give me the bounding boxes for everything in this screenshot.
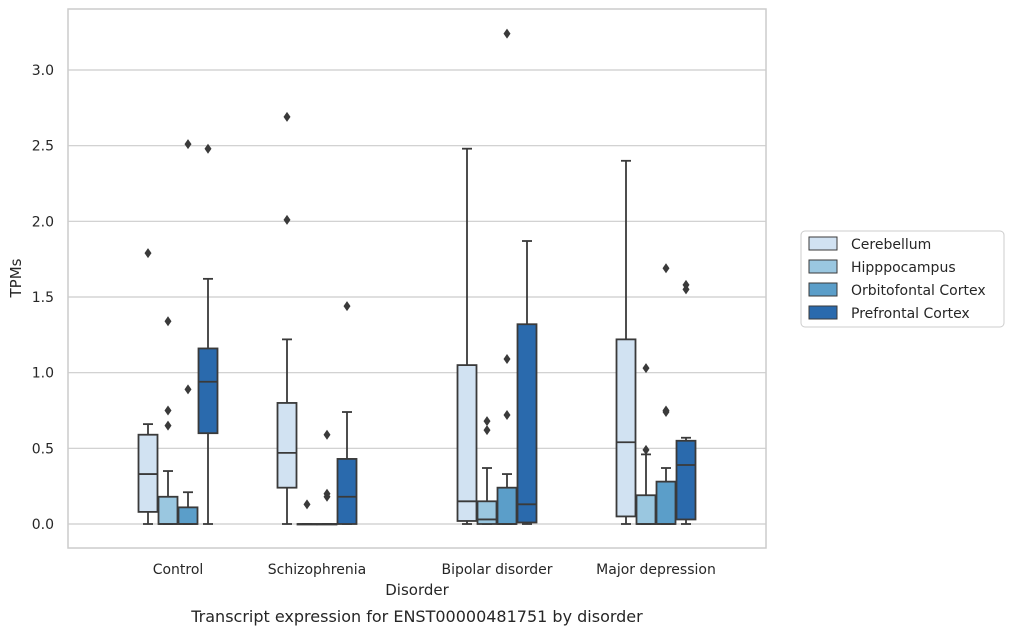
outlier-point xyxy=(184,384,192,395)
box-3-3 xyxy=(675,279,697,525)
legend-frame xyxy=(800,230,1005,328)
y-tick-label: 2.5 xyxy=(32,139,54,155)
outlier-point xyxy=(503,410,511,421)
outlier-point xyxy=(642,363,650,374)
box-iqr xyxy=(157,495,179,525)
outlier-point xyxy=(164,316,172,327)
outlier-point xyxy=(323,488,331,499)
outlier-point xyxy=(283,214,291,225)
box-1-3 xyxy=(635,363,657,525)
x-tick-label: Control xyxy=(153,562,204,578)
outlier-point xyxy=(642,444,650,455)
legend-label: Orbitofontal Cortex xyxy=(851,283,986,299)
outlier-point xyxy=(343,301,351,312)
box-iqr xyxy=(615,338,637,518)
legend: Cerebellum Hipppocampus Orbitofontal Corte… xyxy=(800,230,1005,328)
outlier-point xyxy=(164,420,172,431)
outlier-point xyxy=(662,405,670,416)
series-orbitofontal-cortex xyxy=(177,28,677,526)
outlier-point xyxy=(662,263,670,274)
box-2-1 xyxy=(316,429,338,526)
box-iqr xyxy=(197,347,219,435)
outlier-point xyxy=(682,279,690,290)
outlier-point xyxy=(483,425,491,436)
legend-label: Hipppocampus xyxy=(851,260,956,276)
x-tick-label: Schizophrenia xyxy=(268,562,366,578)
box-iqr xyxy=(496,486,518,525)
box-0-1 xyxy=(276,111,298,525)
box-2-0 xyxy=(177,139,199,525)
y-tick-label: 0.5 xyxy=(32,441,54,457)
box-iqr xyxy=(276,402,298,489)
legend-label: Prefrontal Cortex xyxy=(851,306,970,322)
box-1-0 xyxy=(157,316,179,525)
chart-caption: Transcript expression for ENST0000048175… xyxy=(190,607,643,626)
y-tick-label: 0.0 xyxy=(32,517,54,533)
series-prefrontal-cortex xyxy=(197,143,697,525)
x-tick-label: Major depression xyxy=(596,562,716,578)
box-3-1 xyxy=(336,301,358,525)
box-1-2 xyxy=(476,416,498,525)
y-tick-label: 1.0 xyxy=(32,366,54,382)
box-iqr xyxy=(635,494,657,525)
y-tick-labels: 0.0 0.5 1.0 1.5 2.0 2.5 3.0 xyxy=(32,63,54,533)
outlier-point xyxy=(503,354,511,365)
y-axis-label: TPMs xyxy=(7,258,25,298)
outlier-point xyxy=(144,248,152,259)
box-iqr xyxy=(516,323,538,524)
box-series-layer xyxy=(137,28,697,526)
box-3-0 xyxy=(197,143,219,525)
outlier-point xyxy=(204,143,212,154)
outlier-point xyxy=(283,111,291,122)
box-iqr xyxy=(655,480,677,525)
legend-swatch xyxy=(808,282,838,297)
outlier-point xyxy=(503,28,511,39)
outlier-point xyxy=(483,416,491,427)
box-iqr xyxy=(476,500,498,525)
legend-swatch xyxy=(808,305,838,320)
y-tick-label: 2.0 xyxy=(32,214,54,230)
box-iqr xyxy=(456,364,478,522)
plot-background xyxy=(68,9,766,548)
series-hipppocampus xyxy=(157,316,657,526)
y-tick-label: 3.0 xyxy=(32,63,54,79)
box-iqr xyxy=(336,458,358,525)
box-0-3 xyxy=(615,159,637,525)
outlier-point xyxy=(303,499,311,510)
box-2-2 xyxy=(496,28,518,525)
box-2-3 xyxy=(655,263,677,525)
outlier-point xyxy=(323,429,331,440)
outlier-point xyxy=(164,405,172,416)
box-0-0 xyxy=(137,248,159,525)
y-tick-label: 1.5 xyxy=(32,290,54,306)
x-axis-label: Disorder xyxy=(385,581,449,599)
legend-swatch xyxy=(808,259,838,274)
outlier-point xyxy=(184,139,192,150)
box-3-2 xyxy=(516,240,538,525)
x-tick-label: Bipolar disorder xyxy=(441,562,552,578)
x-tick-labels: Control Schizophrenia Bipolar disorder Majo… xyxy=(153,562,716,578)
legend-swatch xyxy=(808,236,838,251)
series-cerebellum xyxy=(137,111,637,525)
legend-label: Cerebellum xyxy=(851,237,931,253)
box-0-2 xyxy=(456,147,478,525)
plot-frame xyxy=(67,8,767,549)
box-1-1 xyxy=(296,499,318,526)
box-iqr xyxy=(177,506,199,525)
box-iqr xyxy=(675,439,697,521)
